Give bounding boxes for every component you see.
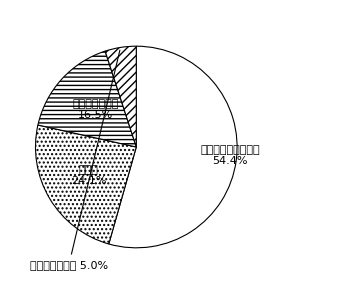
Text: 受給していない
16.5%: 受給していない 16.5% bbox=[72, 99, 119, 121]
Text: 老齢による年金 5.0%: 老齢による年金 5.0% bbox=[30, 50, 120, 270]
Wedge shape bbox=[35, 125, 136, 244]
Wedge shape bbox=[109, 46, 237, 248]
Wedge shape bbox=[38, 51, 136, 147]
Wedge shape bbox=[105, 46, 136, 147]
Text: 障害に起因する年金
54.4%: 障害に起因する年金 54.4% bbox=[200, 145, 260, 166]
Text: 無回答
24.1%: 無回答 24.1% bbox=[71, 165, 106, 186]
